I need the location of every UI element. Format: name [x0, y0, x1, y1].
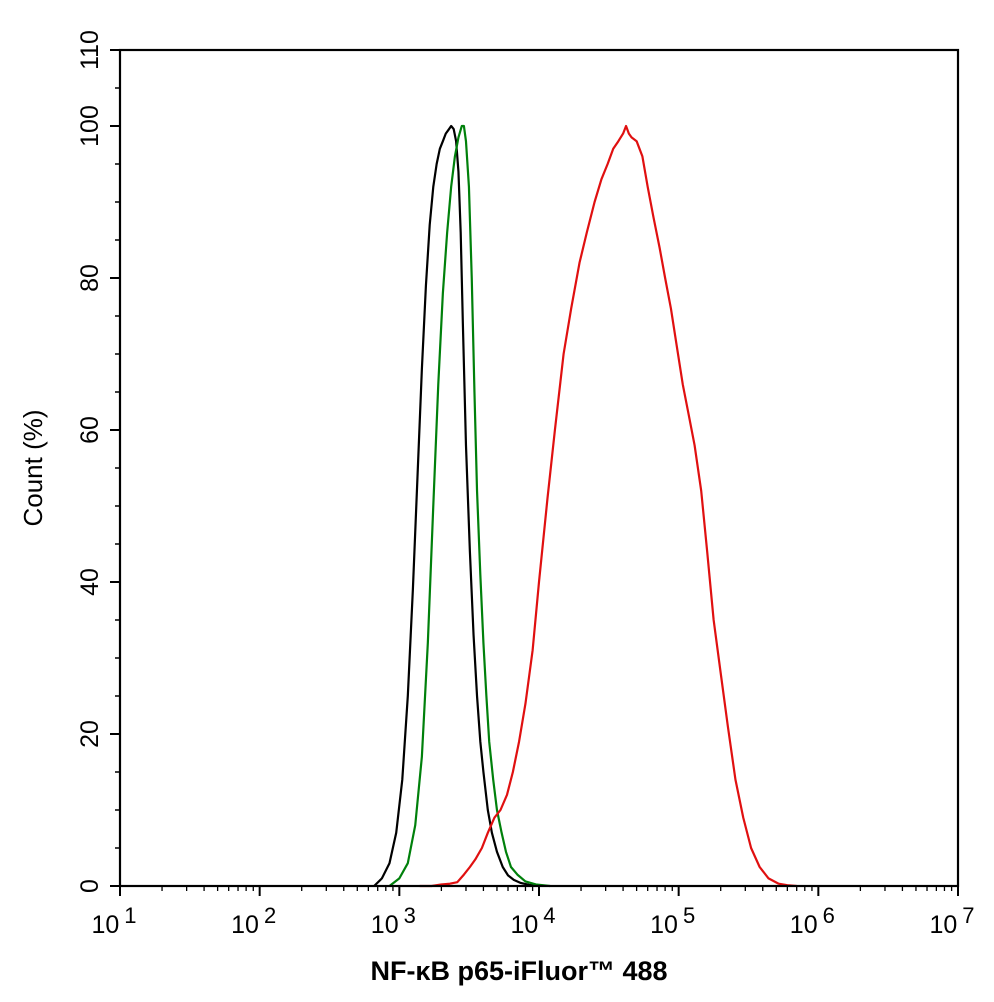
x-tick-exponent: 7	[962, 903, 974, 928]
y-tick-label: 60	[76, 416, 104, 444]
series-3-line	[419, 124, 797, 888]
x-tick-base: 10	[91, 911, 119, 939]
x-tick-exponent: 2	[264, 903, 276, 928]
x-tick-base: 10	[231, 911, 259, 939]
x-tick-base: 10	[371, 911, 399, 939]
series-1-line	[373, 124, 540, 888]
ticks-layer	[110, 49, 959, 896]
x-tick-label: 10 3	[371, 903, 416, 939]
series-layer	[373, 124, 797, 888]
x-tick-base: 10	[650, 911, 678, 939]
x-tick-label: 10 7	[929, 903, 974, 939]
series-2-line	[388, 124, 551, 888]
y-tick-label: 100	[76, 105, 104, 147]
x-tick-label: 10 6	[790, 903, 835, 939]
y-tick-label: 80	[76, 264, 104, 292]
x-tick-label: 10 1	[91, 903, 136, 939]
y-tick-label: 40	[76, 568, 104, 596]
y-tick-label: 0	[76, 879, 104, 893]
plot-frame	[118, 48, 960, 888]
x-tick-label: 10 2	[231, 903, 276, 939]
y-tick-label: 20	[76, 720, 104, 748]
x-tick-base: 10	[510, 911, 538, 939]
x-tick-exponent: 3	[404, 903, 416, 928]
x-tick-label: 10 4	[510, 903, 555, 939]
x-tick-base: 10	[790, 911, 818, 939]
y-tick-label: 110	[76, 30, 104, 70]
x-tick-exponent: 1	[124, 903, 136, 928]
x-axis-label: NF-κB p65-iFluor™ 488	[370, 956, 667, 986]
y-axis-label: Count (%)	[18, 409, 48, 526]
x-tick-exponent: 5	[683, 903, 695, 928]
x-tick-exponent: 6	[823, 903, 835, 928]
x-tick-exponent: 4	[543, 903, 555, 928]
x-tick-base: 10	[929, 911, 957, 939]
x-tick-label: 10 5	[650, 903, 695, 939]
